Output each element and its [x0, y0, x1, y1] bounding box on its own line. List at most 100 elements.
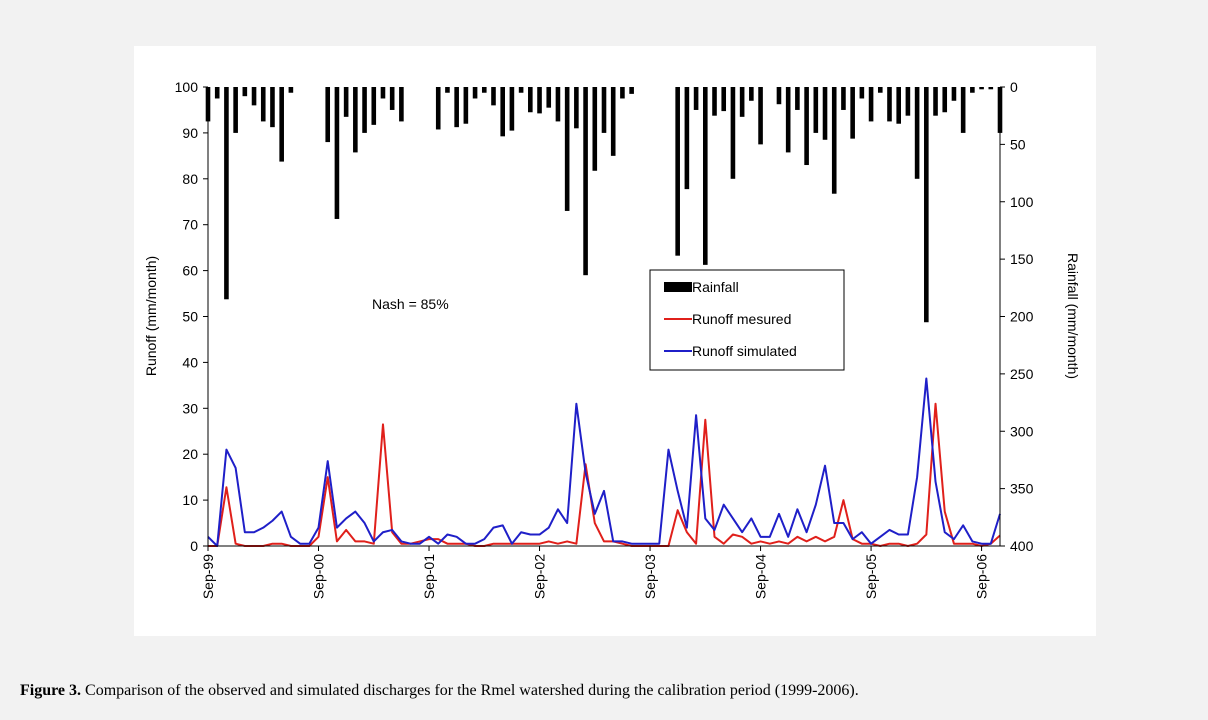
rainfall-bar [610, 87, 616, 156]
rainfall-bar [629, 87, 634, 94]
runoff-rainfall-chart: 0 10 20 30 40 50 60 70 80 90 100 0 50 100 150 200 250 300… [143, 79, 1081, 599]
runoff-lines [207, 377, 1001, 547]
y-tick-label: 70 [182, 217, 198, 233]
rainfall-bar [804, 87, 809, 166]
rainfall-bar [380, 87, 386, 99]
x-tick-label: Sep-03 [642, 554, 658, 599]
rainfall-bar [537, 87, 542, 114]
nash-annotation: Nash = 85% [372, 296, 449, 312]
rainfall-bar [224, 87, 229, 300]
rainfall-bar [988, 87, 994, 90]
rainfall-bar [721, 87, 727, 112]
rainfall-bar [279, 87, 284, 162]
rainfall-bar [445, 87, 450, 93]
rainfall-bar [343, 87, 349, 117]
rainfall-bar [924, 87, 929, 323]
rainfall-bar [270, 87, 275, 128]
rainfall-bar [353, 87, 358, 153]
rainfall-bar [684, 87, 690, 190]
rainfall-bar [574, 87, 579, 129]
rainfall-bar [822, 87, 828, 140]
rainfall-bar [841, 87, 846, 110]
rainfall-bar [785, 87, 791, 153]
rainfall-bar [859, 87, 865, 99]
rainfall-bar [564, 87, 570, 211]
rainfall-bar [233, 87, 238, 133]
rainfall-bar [435, 87, 441, 130]
legend: Rainfall Runoff mesured Runoff simulated [649, 269, 845, 371]
y-tick-label: 10 [182, 492, 198, 508]
rainfall-bar [491, 87, 496, 106]
y-tick-label: 90 [182, 125, 198, 141]
legend-label-runoff-simulated: Runoff simulated [692, 343, 797, 359]
rainfall-bar [592, 87, 598, 171]
rainfall-bar [288, 87, 294, 93]
rainfall-bar [712, 87, 717, 116]
rainfall-bar [242, 87, 248, 97]
rainfall-bar [500, 87, 505, 137]
y-tick-label: 60 [182, 263, 198, 279]
rainfall-bars [205, 87, 1003, 323]
legend-label-runoff-mesured: Runoff mesured [692, 311, 791, 327]
y2-tick-label: 100 [1010, 194, 1034, 210]
y-axis-title: Runoff (mm/month) [143, 256, 159, 376]
y2-tick-label: 250 [1010, 366, 1034, 382]
legend-label-rainfall: Rainfall [692, 279, 739, 295]
y2-axis-title: Rainfall (mm/month) [1065, 253, 1081, 379]
rainfall-bar [472, 87, 478, 99]
y2-tick-label: 50 [1010, 136, 1026, 152]
figure-caption: Figure 3. Comparison of the observed and… [20, 681, 1200, 700]
tick-labels: 0 10 20 30 40 50 60 70 80 90 100 0 50 100 150 200 250 300… [175, 79, 1034, 599]
y2-tick-label: 200 [1010, 309, 1034, 325]
rainfall-bar [960, 87, 966, 133]
rainfall-bar [896, 87, 901, 124]
rainfall-bar [518, 87, 524, 93]
chart-panel: 0 10 20 30 40 50 60 70 80 90 100 0 50 100 150 200 250 300… [134, 46, 1096, 636]
y2-tick-label: 150 [1010, 251, 1034, 267]
runoff-simulated-line [207, 377, 1001, 547]
rainfall-bar [251, 87, 257, 106]
rainfall-bar [758, 87, 763, 145]
rainfall-bar [749, 87, 754, 101]
rainfall-bar [730, 87, 736, 179]
legend-swatch-rainfall [664, 282, 692, 292]
y-tick-label: 40 [182, 354, 198, 370]
rainfall-bar [905, 87, 911, 116]
y-tick-label: 50 [182, 309, 198, 325]
y-tick-label: 20 [182, 446, 198, 462]
y2-tick-label: 0 [1010, 79, 1018, 95]
y-tick-label: 100 [175, 79, 199, 95]
rainfall-bar [555, 87, 561, 122]
rainfall-bar [620, 87, 625, 99]
rainfall-bar [325, 87, 331, 143]
y2-tick-label: 350 [1010, 481, 1034, 497]
rainfall-bar [795, 87, 800, 110]
rainfall-bar [703, 87, 708, 265]
y-tick-label: 0 [190, 538, 198, 554]
x-tick-label: Sep-06 [974, 554, 990, 599]
rainfall-bar [362, 87, 367, 133]
y2-tick-label: 300 [1010, 423, 1034, 439]
rainfall-bar [887, 87, 892, 122]
caption-label: Figure 3. [20, 682, 82, 699]
x-tick-label: Sep-02 [532, 554, 548, 599]
rainfall-bar [914, 87, 920, 179]
rainfall-bar [951, 87, 957, 101]
rainfall-bar [334, 87, 340, 219]
rainfall-bar [776, 87, 782, 105]
rainfall-bar [371, 87, 377, 125]
rainfall-bar [583, 87, 588, 276]
y2-tick-label: 400 [1010, 538, 1034, 554]
x-tick-label: Sep-05 [863, 554, 879, 599]
rainfall-bar [979, 87, 984, 90]
rainfall-bar [850, 87, 855, 139]
x-tick-label: Sep-04 [753, 554, 769, 599]
rainfall-bar [813, 87, 819, 133]
rainfall-bar [970, 87, 975, 93]
y-tick-label: 30 [182, 400, 198, 416]
rainfall-bar [463, 87, 469, 124]
rainfall-bar [831, 87, 837, 194]
rainfall-bar [942, 87, 948, 113]
rainfall-bar [528, 87, 533, 113]
rainfall-bar [260, 87, 266, 122]
